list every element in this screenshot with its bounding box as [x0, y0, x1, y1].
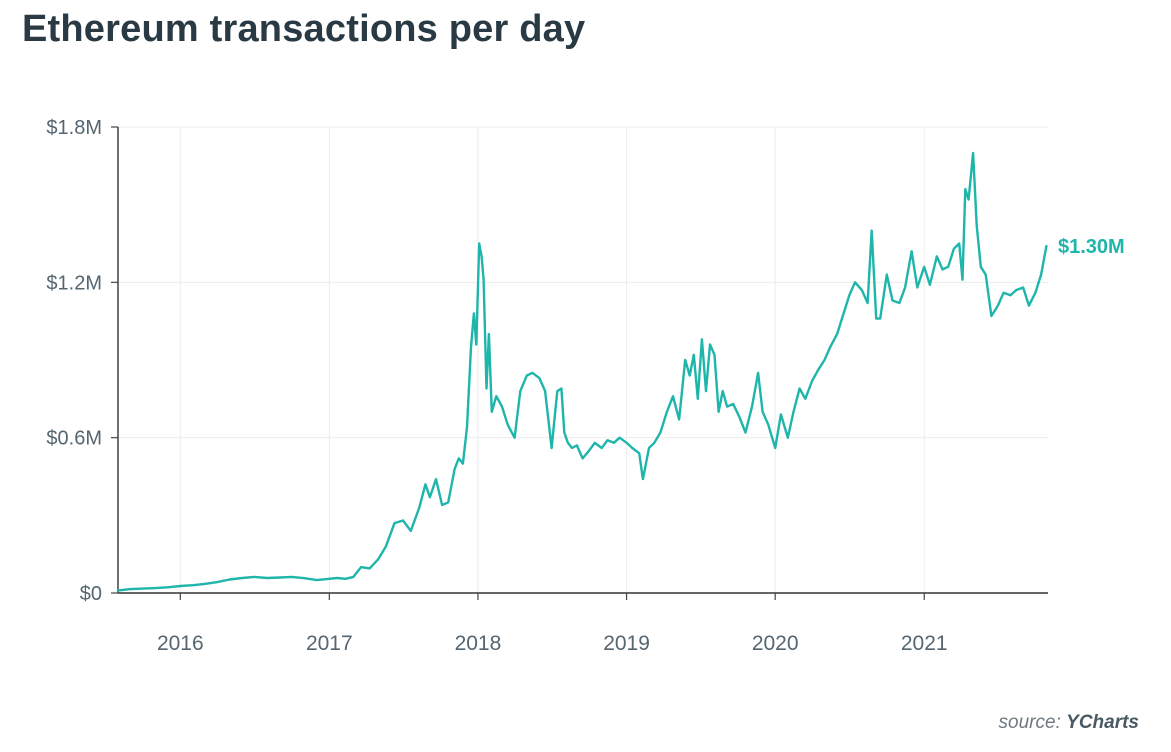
x-tick-label: 2019 [603, 632, 650, 655]
y-tick-label: $1.8M [46, 117, 102, 139]
x-axis-ticks: 2016 2017 2018 2019 2020 2021 [157, 593, 948, 655]
end-value-group: $1.30M [1058, 236, 1125, 258]
source-prefix: source: [998, 712, 1067, 733]
y-tick-label: $0 [80, 583, 102, 605]
y-tick-label: $0.6M [46, 428, 102, 450]
axes [117, 127, 1048, 594]
x-tick-label: 2018 [455, 632, 502, 655]
series-line [116, 151, 1048, 592]
gridlines [118, 126, 1048, 593]
end-value-label: $1.30M [1058, 236, 1125, 258]
source-brand: YCharts [1066, 712, 1139, 733]
chart-title: Ethereum transactions per day [22, 8, 586, 50]
series-group [116, 151, 1048, 592]
y-tick-label: $1.2M [46, 272, 102, 294]
x-tick-label: 2016 [157, 632, 204, 655]
x-tick-label: 2017 [306, 632, 353, 655]
x-tick-label: 2020 [752, 632, 799, 655]
x-tick-label: 2021 [901, 632, 948, 655]
y-axis-ticks: $0 $0.6M $1.2M $1.8M [46, 117, 118, 605]
source-credit: source: YCharts [999, 712, 1139, 734]
